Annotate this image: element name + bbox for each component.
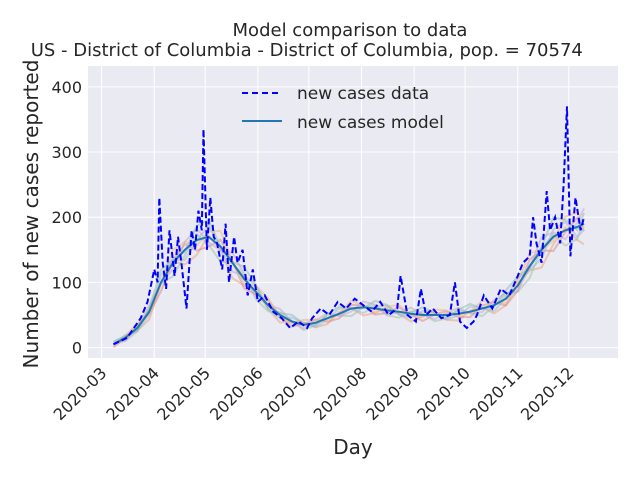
x-tick-label: 2020-05 <box>153 363 214 424</box>
x-tick-label: 2020-08 <box>310 363 371 424</box>
legend-label-model: new cases model <box>297 113 444 133</box>
x-tick-label: 2020-07 <box>257 363 318 424</box>
chart-title-line2: US - District of Columbia - District of … <box>25 40 583 61</box>
x-tick-label: 2020-04 <box>102 363 163 424</box>
x-tick-label: 2020-09 <box>362 363 423 424</box>
y-axis-label: Number of new cases reported <box>19 60 43 369</box>
x-tick-label: 2020-03 <box>50 363 111 424</box>
x-tick-label: 2020-06 <box>206 363 267 424</box>
legend: new cases data new cases model <box>242 84 444 133</box>
y-tick-label: 400 <box>51 78 82 97</box>
x-tick-label: 2020-11 <box>466 363 527 424</box>
y-tick-label: 200 <box>51 208 82 227</box>
legend-label-data: new cases data <box>297 84 429 104</box>
chart-title-line1: Model comparison to data <box>233 20 468 41</box>
y-tick-label: 300 <box>51 143 82 162</box>
x-tick-label: 2020-10 <box>413 363 474 424</box>
x-tick-label: 2020-12 <box>517 363 578 424</box>
series-lines <box>113 106 585 346</box>
x-axis-label: Day <box>333 435 373 459</box>
series-new-cases-data <box>113 106 585 346</box>
y-tick-label: 0 <box>72 339 82 358</box>
y-tick-label: 100 <box>51 273 82 292</box>
